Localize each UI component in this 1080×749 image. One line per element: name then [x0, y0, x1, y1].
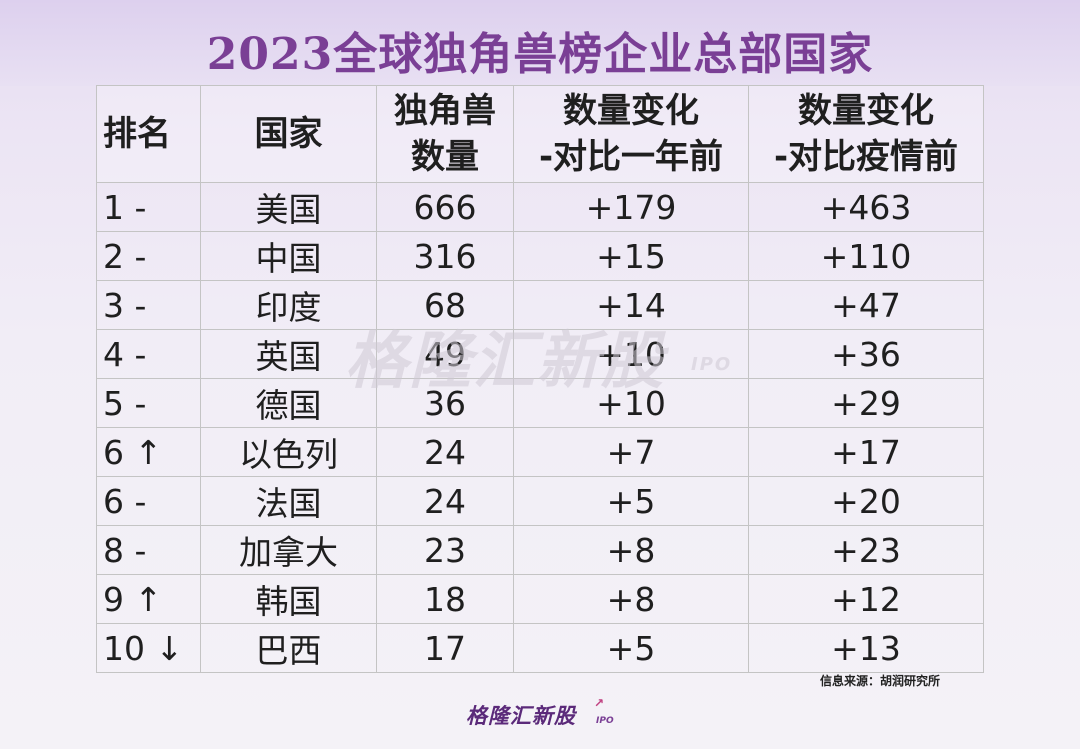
cell-change-pre: +23 [748, 525, 984, 575]
cell-country: 以色列 [200, 427, 377, 477]
cell-change-pre: +47 [748, 280, 984, 330]
source-note: 信息来源：胡润研究所 [819, 674, 940, 688]
cell-change-pre: +20 [748, 476, 984, 526]
footer-logo: 格隆汇新股 ↗ IPO [466, 696, 614, 730]
cell-change-1y: +10 [513, 378, 749, 428]
cell-count: 24 [376, 427, 514, 477]
cell-count: 68 [376, 280, 514, 330]
cell-rank: 6 ↑ [96, 427, 201, 477]
cell-change-1y: +7 [513, 427, 749, 477]
cell-rank: 5 - [96, 378, 201, 428]
footer-logo-sub: IPO [596, 716, 614, 726]
table-row: 8 - 加拿大 23 +8 +23 [96, 525, 984, 575]
header-change-pre-line1: 数量变化 [798, 91, 934, 131]
cell-change-pre: +463 [748, 182, 984, 232]
cell-change-pre: +110 [748, 231, 984, 281]
cell-count: 17 [376, 623, 514, 673]
cell-change-pre: +36 [748, 329, 984, 379]
chart-title: 2023全球独角兽榜企业总部国家 [206, 29, 874, 80]
header-rank: 排名 [96, 85, 201, 183]
footer-logo-name: 格隆汇新股 [466, 704, 576, 728]
table-row: 4 - 英国 49 +10 +36 [96, 329, 984, 379]
cell-count: 18 [376, 574, 514, 624]
cell-change-1y: +8 [513, 525, 749, 575]
cell-count: 23 [376, 525, 514, 575]
header-band [0, 0, 1080, 86]
table-row: 1 - 美国 666 +179 +463 [96, 182, 984, 232]
cell-change-1y: +5 [513, 623, 749, 673]
trend-arrow-icon: ↗ [594, 696, 605, 710]
header-rank-label: 排名 [103, 114, 171, 154]
cell-count: 316 [376, 231, 514, 281]
cell-rank: 1 - [96, 182, 201, 232]
header-country: 国家 [200, 85, 377, 183]
cell-change-1y: +179 [513, 182, 749, 232]
header-change-pre: 数量变化 -对比疫情前 [748, 85, 984, 183]
cell-rank: 4 - [96, 329, 201, 379]
cell-count: 24 [376, 476, 514, 526]
cell-count: 36 [376, 378, 514, 428]
cell-change-pre: +13 [748, 623, 984, 673]
cell-rank: 6 - [96, 476, 201, 526]
header-count: 独角兽 数量 [376, 85, 514, 183]
cell-country: 加拿大 [200, 525, 377, 575]
header-change-pre-line2: -对比疫情前 [773, 137, 959, 177]
cell-count: 666 [376, 182, 514, 232]
cell-change-1y: +14 [513, 280, 749, 330]
table-row: 6 - 法国 24 +5 +20 [96, 476, 984, 526]
table-row: 5 - 德国 36 +10 +29 [96, 378, 984, 428]
cell-country: 中国 [200, 231, 377, 281]
cell-country: 德国 [200, 378, 377, 428]
cell-change-1y: +15 [513, 231, 749, 281]
header-count-line1: 独角兽 [394, 91, 496, 131]
unicorn-table: 排名 国家 独角兽 数量 数量变化 -对比一年前 数量变化 -对比疫情前 1 -… [96, 85, 984, 673]
cell-rank: 8 - [96, 525, 201, 575]
cell-count: 49 [376, 329, 514, 379]
cell-change-1y: +8 [513, 574, 749, 624]
header-count-line2: 数量 [411, 137, 479, 177]
header-change-1y: 数量变化 -对比一年前 [513, 85, 749, 183]
cell-rank: 9 ↑ [96, 574, 201, 624]
cell-change-1y: +10 [513, 329, 749, 379]
cell-country: 巴西 [200, 623, 377, 673]
cell-country: 韩国 [200, 574, 377, 624]
table-row: 6 ↑ 以色列 24 +7 +17 [96, 427, 984, 477]
table-row: 2 - 中国 316 +15 +110 [96, 231, 984, 281]
table-row: 9 ↑ 韩国 18 +8 +12 [96, 574, 984, 624]
cell-country: 法国 [200, 476, 377, 526]
cell-country: 美国 [200, 182, 377, 232]
cell-change-1y: +5 [513, 476, 749, 526]
table-header-row: 排名 国家 独角兽 数量 数量变化 -对比一年前 数量变化 -对比疫情前 [96, 85, 984, 183]
header-change-1y-line1: 数量变化 [563, 91, 699, 131]
header-change-1y-line2: -对比一年前 [538, 137, 724, 177]
cell-change-pre: +17 [748, 427, 984, 477]
cell-rank: 3 - [96, 280, 201, 330]
table-row: 10 ↓ 巴西 17 +5 +13 [96, 623, 984, 673]
table-row: 3 - 印度 68 +14 +47 [96, 280, 984, 330]
cell-change-pre: +29 [748, 378, 984, 428]
cell-change-pre: +12 [748, 574, 984, 624]
cell-country: 英国 [200, 329, 377, 379]
cell-country: 印度 [200, 280, 377, 330]
header-country-label: 国家 [254, 114, 323, 154]
cell-rank: 10 ↓ [96, 623, 201, 673]
cell-rank: 2 - [96, 231, 201, 281]
